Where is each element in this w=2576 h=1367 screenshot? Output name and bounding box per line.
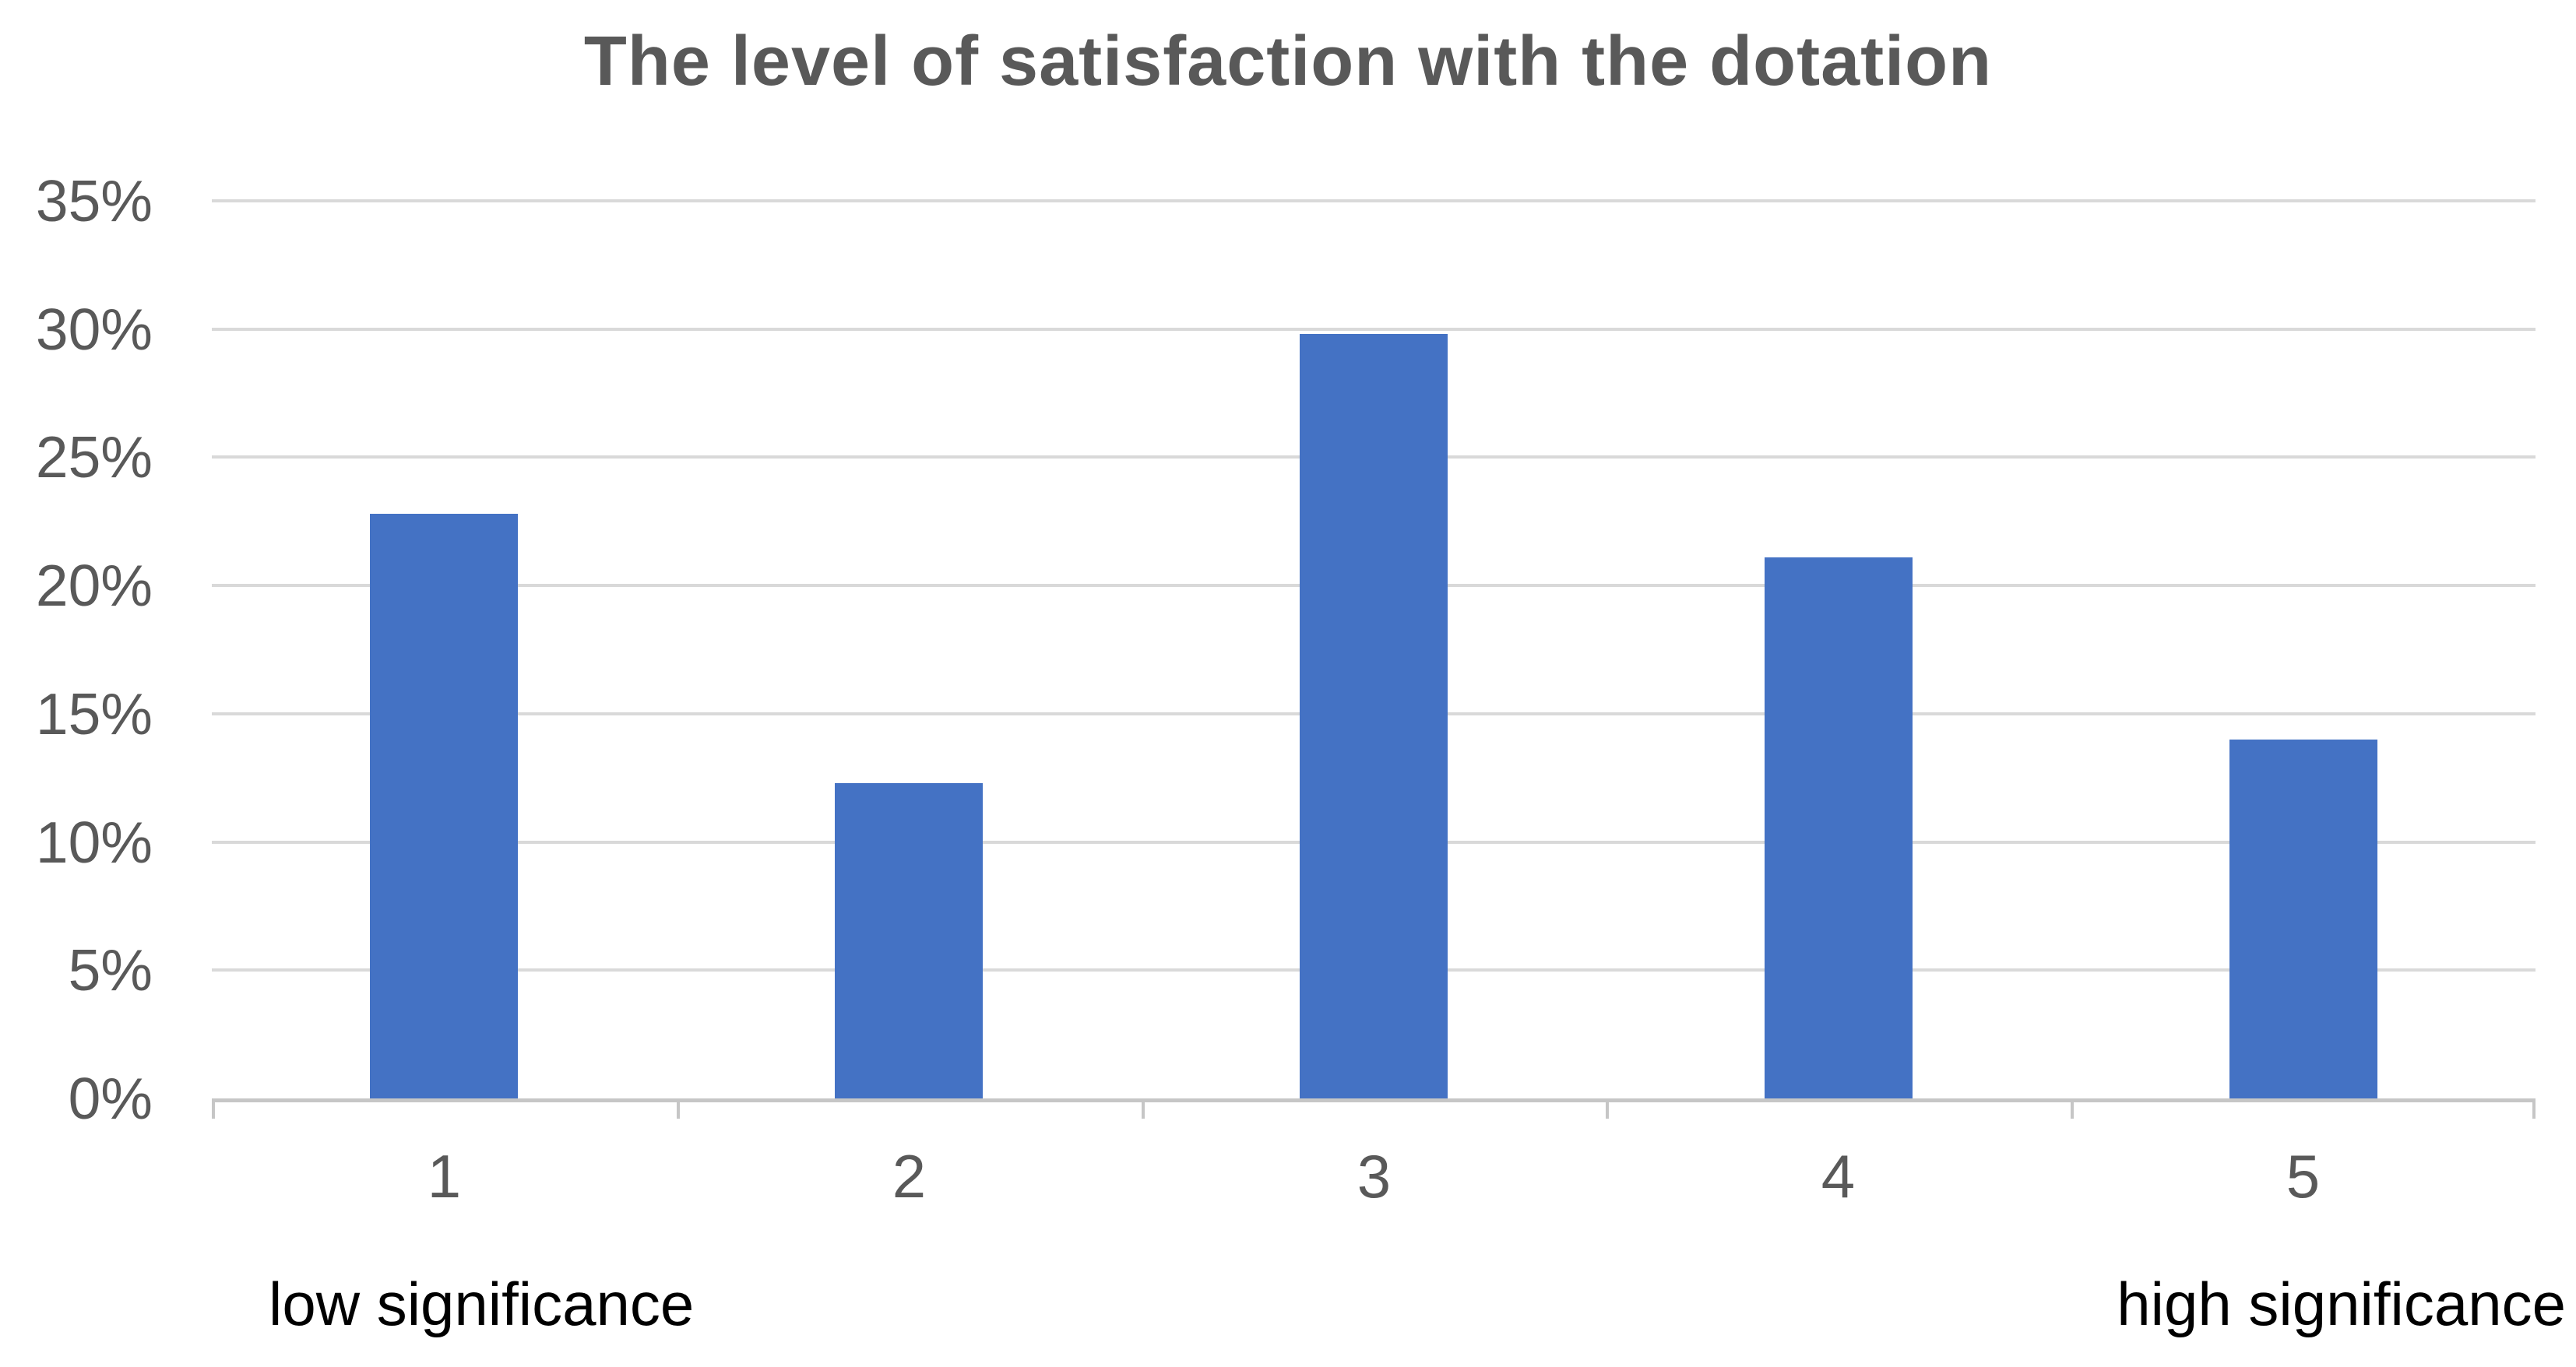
high-significance-label: high significance: [2117, 1270, 2566, 1338]
gridline: [212, 199, 2536, 202]
y-tick-label: 30%: [35, 297, 153, 362]
x-axis-line: [212, 1098, 2536, 1102]
plot-area: [212, 199, 2536, 1119]
gridline: [212, 327, 2536, 331]
y-tick-label: 0%: [68, 1066, 153, 1131]
x-tick-label: 5: [2286, 1142, 2321, 1211]
bar: [835, 783, 983, 1098]
y-tick-label: 35%: [35, 168, 153, 234]
x-tick-label: 2: [892, 1142, 927, 1211]
axis-tick: [677, 1098, 680, 1119]
bar: [2229, 740, 2377, 1098]
chart-title: The level of satisfaction with the dotat…: [583, 23, 1993, 100]
bar: [370, 514, 518, 1098]
x-tick-label: 1: [427, 1142, 462, 1211]
bar: [1765, 557, 1913, 1098]
x-axis-annotations: low significance high significance: [269, 1269, 2566, 1339]
y-tick-label: 20%: [35, 553, 153, 618]
axis-tick: [2071, 1098, 2074, 1119]
y-tick-label: 15%: [35, 681, 153, 747]
y-tick-label: 10%: [35, 810, 153, 875]
axis-tick: [2532, 1098, 2536, 1119]
y-tick-label: 25%: [35, 424, 153, 490]
axis-tick: [1142, 1098, 1145, 1119]
x-tick-label: 3: [1357, 1142, 1392, 1211]
low-significance-label: low significance: [269, 1270, 695, 1338]
bar: [1300, 334, 1448, 1098]
axis-tick: [1606, 1098, 1609, 1119]
axis-tick: [212, 1098, 215, 1119]
x-tick-label: 4: [1821, 1142, 1856, 1211]
y-tick-label: 5%: [68, 937, 153, 1003]
